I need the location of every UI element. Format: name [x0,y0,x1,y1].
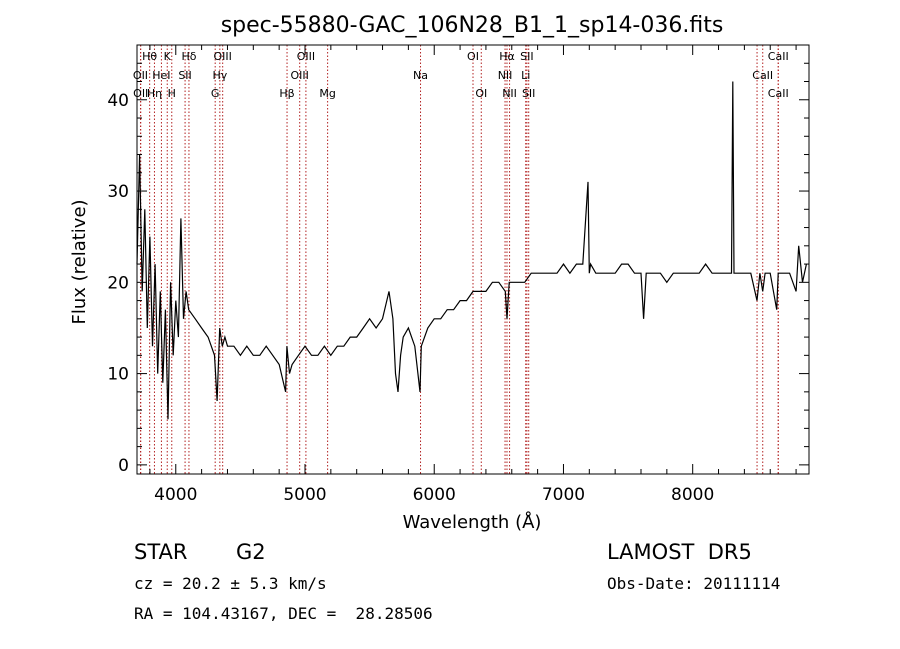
x-tick-label: 7000 [542,485,585,505]
coordinates: RA = 104.43167, DEC = 28.28506 [134,604,433,623]
line-label: Hα [499,50,515,63]
line-label: OIII [213,50,231,63]
survey-name: LAMOST DR5 [607,540,752,564]
y-axis-label: Flux (relative) [69,199,90,324]
x-tick-label: 4000 [154,485,197,505]
line-label: OI [475,87,487,100]
line-label: OIII [297,50,315,63]
x-tick-label: 8000 [671,485,714,505]
line-marker-group [139,45,779,474]
line-label: Hγ [212,69,227,82]
y-tick-label: 20 [107,273,129,293]
chart-title: spec-55880-GAC_106N28_B1_1_sp14-036.fits [221,13,724,38]
x-tick-label: 5000 [283,485,326,505]
line-label: NII [502,87,517,100]
x-axis: 4000 5000 6000 7000 8000 [149,45,797,505]
y-tick-label: 0 [118,456,129,476]
plot-frame [136,44,810,475]
line-label: SII [522,87,535,100]
line-label: Mg [319,87,335,100]
redshift-velocity: cz = 20.2 ± 5.3 km/s [134,574,327,593]
x-axis-label: Wavelength (Å) [403,511,542,533]
object-class: STAR [134,540,188,564]
x-tick-label: 6000 [413,485,456,505]
y-tick-label: 40 [107,91,129,111]
line-label: H [168,87,176,100]
line-label: SII [520,50,533,63]
line-label: OII [133,69,148,82]
line-label: Li [521,69,530,82]
y-axis: 0 10 20 30 40 [107,62,809,476]
line-label: CaII [768,87,789,100]
line-label: K [164,50,172,63]
line-label: OI [467,50,479,63]
line-label: CaII [752,69,773,82]
subclass: G2 [236,540,266,564]
line-label: OIII [291,69,309,82]
line-label: Hθ [142,50,157,63]
line-label: G [211,87,220,100]
line-label: Na [413,69,428,82]
observation-date: Obs-Date: 20111114 [607,574,781,593]
spectrum-line [136,81,807,420]
line-label: SII [178,69,191,82]
line-label: Hη [147,87,162,100]
line-label: Hβ [279,87,294,100]
line-label: Hδ [181,50,196,63]
line-label: HeI [152,69,170,82]
y-tick-label: 30 [107,182,129,202]
line-label: NII [498,69,513,82]
y-tick-label: 10 [107,365,129,385]
line-label: CaII [768,50,789,63]
